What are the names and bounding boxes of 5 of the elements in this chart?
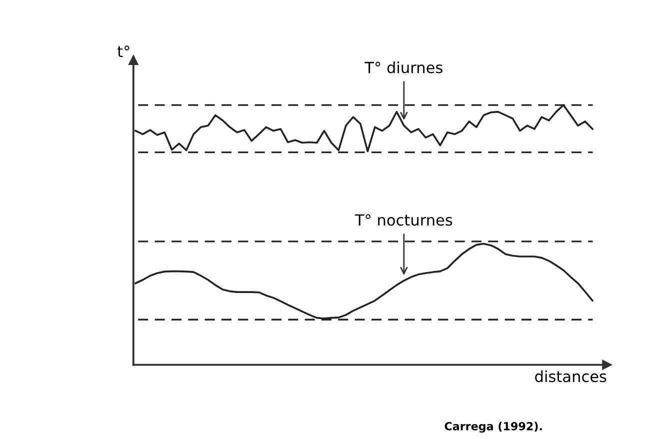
text: T° diurnes (364, 61, 442, 74)
y-axis-title: t° (118, 46, 130, 57)
annotation: T° nocturnes (354, 214, 452, 226)
x-axis-title: distances (535, 370, 606, 382)
text: Carrega (1992). (444, 422, 542, 433)
